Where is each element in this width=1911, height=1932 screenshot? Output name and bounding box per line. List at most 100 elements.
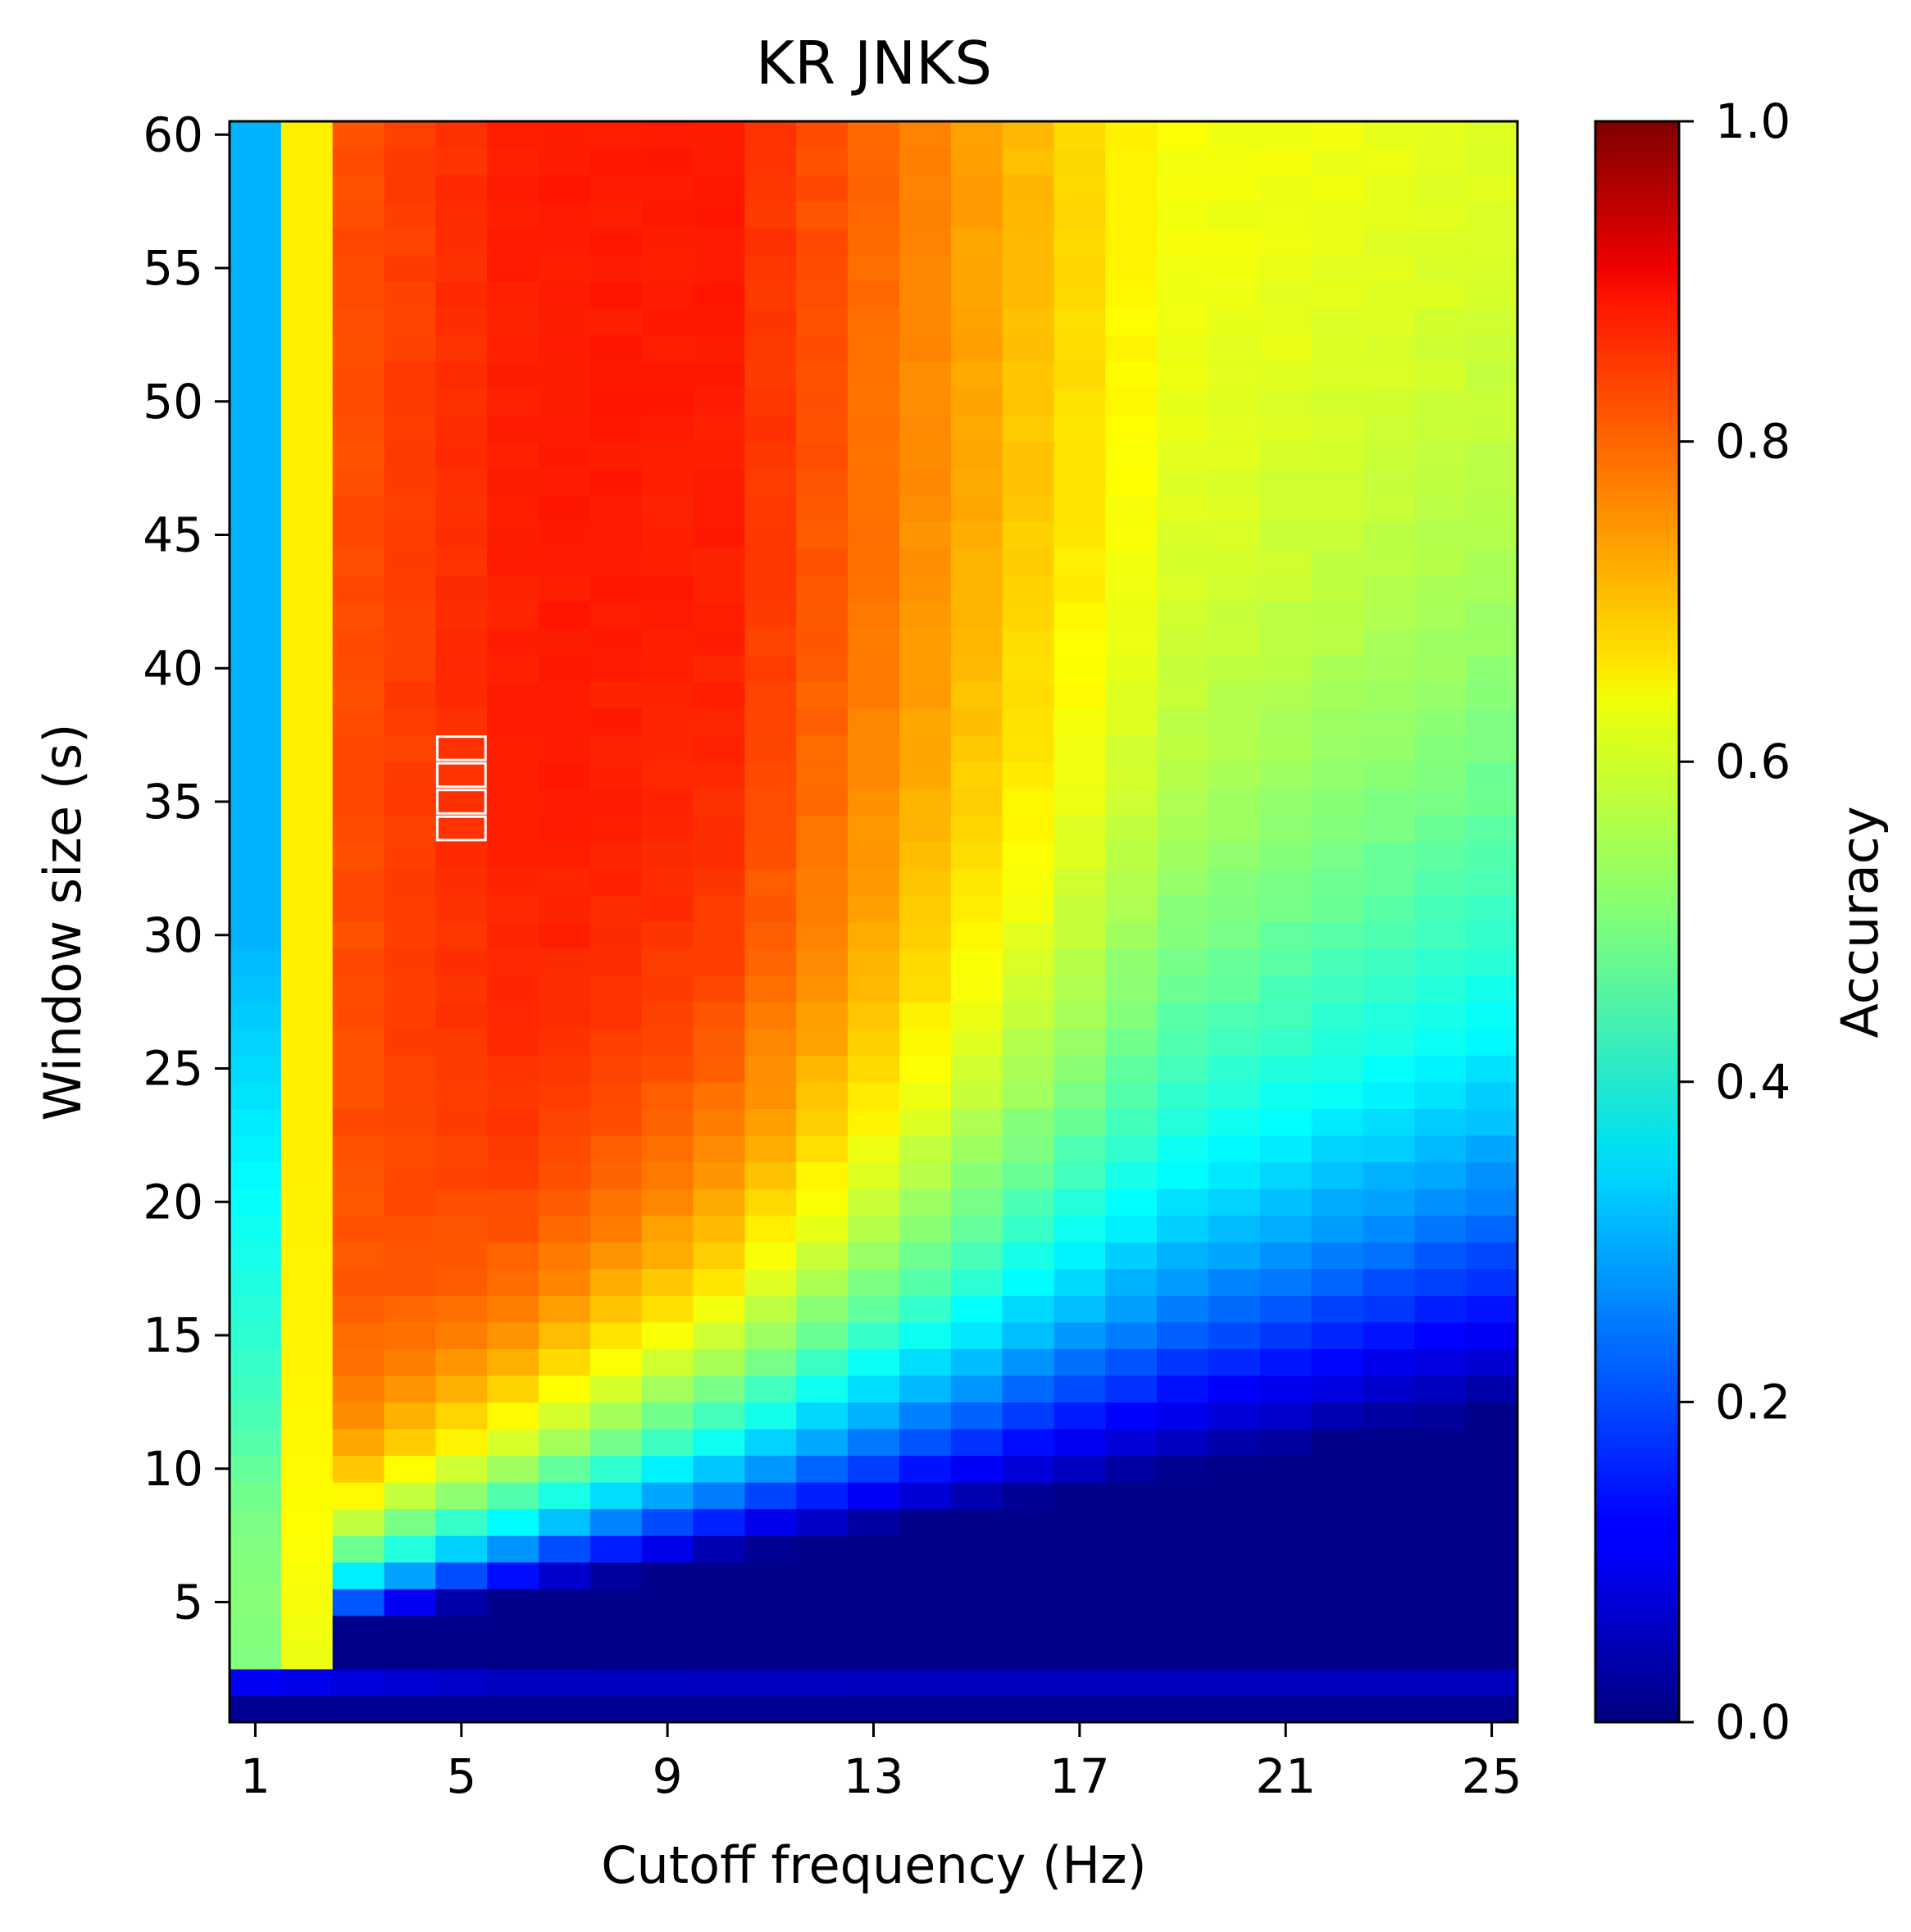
heatmap-cell — [1466, 1215, 1518, 1243]
heatmap-cell — [1311, 894, 1364, 923]
heatmap-cell — [1053, 601, 1106, 630]
heatmap-cell — [693, 1482, 745, 1510]
heatmap-cell — [950, 148, 1003, 175]
heatmap-cell — [280, 175, 334, 202]
y-tick-label: 10 — [143, 1441, 203, 1497]
heatmap-cell — [1414, 521, 1467, 549]
heatmap-cell — [487, 841, 539, 869]
heatmap-cell — [796, 254, 849, 282]
heatmap-cell — [384, 948, 436, 976]
heatmap-cell — [1105, 1642, 1158, 1670]
heatmap-cell — [950, 841, 1003, 869]
heatmap-cell — [1157, 415, 1209, 443]
heatmap-cell — [641, 1455, 694, 1483]
x-tick-label: 25 — [1462, 1748, 1522, 1804]
heatmap-cell — [1259, 148, 1313, 175]
heatmap-cell — [1002, 281, 1055, 309]
heatmap-cell — [1259, 281, 1313, 309]
heatmap-cell — [539, 975, 591, 1002]
heatmap-cell — [1105, 761, 1158, 789]
heatmap-cell — [539, 1508, 591, 1536]
heatmap-cell — [848, 1402, 900, 1430]
heatmap-cell — [1311, 1189, 1364, 1216]
heatmap-cell — [1466, 494, 1518, 522]
heatmap-cell — [1053, 734, 1106, 762]
heatmap-cell — [1363, 1402, 1415, 1430]
heatmap-cell — [1311, 361, 1364, 389]
heatmap-cell — [641, 1134, 694, 1163]
heatmap-cell — [1105, 1161, 1158, 1189]
heatmap-cell — [332, 1321, 385, 1349]
heatmap-cell — [384, 121, 436, 149]
heatmap-cell — [384, 815, 436, 843]
heatmap-cell — [1157, 388, 1209, 416]
heatmap-cell — [1363, 601, 1415, 630]
heatmap-cell — [744, 1295, 797, 1323]
heatmap-cell — [950, 1535, 1003, 1563]
heatmap-cell — [744, 708, 797, 736]
heatmap-cell — [1105, 655, 1158, 683]
heatmap-cell — [1157, 1482, 1209, 1510]
heatmap-cell — [1466, 655, 1518, 683]
heatmap-cell — [950, 1134, 1003, 1163]
heatmap-cell — [487, 307, 539, 335]
heatmap-cell — [332, 655, 385, 683]
heatmap-cell — [1466, 228, 1518, 256]
heatmap-cell — [848, 1321, 900, 1349]
heatmap-cell — [1105, 1242, 1158, 1270]
heatmap-cell — [693, 601, 745, 630]
heatmap-cell — [1259, 1402, 1313, 1430]
heatmap-cell — [641, 975, 694, 1002]
heatmap-cell — [693, 548, 745, 575]
heatmap-cell — [950, 415, 1003, 443]
heatmap-cell — [1105, 1295, 1158, 1323]
heatmap-cell — [332, 361, 385, 389]
heatmap-cell — [744, 1508, 797, 1536]
heatmap-cell — [1311, 1268, 1364, 1296]
heatmap-cell — [899, 1268, 952, 1296]
heatmap-cell — [1002, 334, 1055, 362]
heatmap-cell — [230, 628, 282, 656]
heatmap-cell — [848, 1215, 900, 1243]
heatmap-cell — [744, 975, 797, 1002]
heatmap-cell — [1002, 1055, 1055, 1083]
heatmap-cell — [848, 1268, 900, 1296]
heatmap-cell — [1157, 1508, 1209, 1536]
heatmap-cell — [693, 1695, 745, 1723]
heatmap-cell — [539, 1242, 591, 1270]
heatmap-cell — [796, 601, 849, 630]
heatmap-cell — [280, 494, 334, 522]
heatmap-cell — [1208, 361, 1261, 389]
heatmap-cell — [1259, 868, 1313, 896]
heatmap-cell — [796, 1108, 849, 1136]
heatmap-cell — [641, 1242, 694, 1270]
heatmap-cell — [1053, 548, 1106, 575]
heatmap-cell — [589, 1482, 643, 1510]
heatmap-cell — [230, 708, 282, 736]
heatmap-cell — [1414, 1508, 1467, 1536]
heatmap-cell — [641, 254, 694, 282]
heatmap-cell — [1466, 254, 1518, 282]
heatmap-cell — [848, 1455, 900, 1483]
heatmap-cell — [1414, 548, 1467, 575]
heatmap-cell — [1414, 415, 1467, 443]
heatmap-cell — [1002, 681, 1055, 709]
heatmap-cell — [1466, 708, 1518, 736]
heatmap-cell — [796, 441, 849, 469]
heatmap-cell — [1363, 201, 1415, 229]
heatmap-cell — [1414, 148, 1467, 175]
heatmap-cell — [899, 628, 952, 656]
heatmap-cell — [1157, 628, 1209, 656]
heatmap-cell — [589, 334, 643, 362]
heatmap-cell — [1363, 975, 1415, 1002]
heatmap-cell — [435, 494, 488, 522]
heatmap-cell — [539, 468, 591, 496]
heatmap-cell — [230, 334, 282, 362]
heatmap-cell — [539, 1028, 591, 1056]
heatmap-cell — [899, 868, 952, 896]
heatmap-cell — [280, 1321, 334, 1349]
heatmap-cell — [693, 1535, 745, 1563]
heatmap-cell — [589, 1081, 643, 1109]
y-tick-label: 25 — [143, 1041, 203, 1097]
heatmap-cell — [693, 921, 745, 949]
